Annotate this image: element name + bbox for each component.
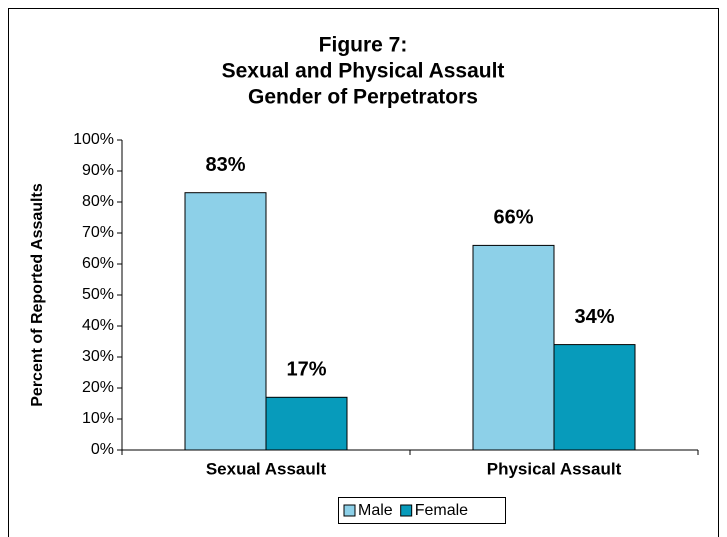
chart-border	[8, 8, 719, 537]
y-tick-label: 100%	[73, 131, 114, 148]
bar	[472, 244, 555, 451]
y-tick-label: 10%	[82, 410, 114, 427]
y-tick-label: 70%	[82, 224, 114, 241]
data-label: 34%	[574, 306, 614, 328]
y-tick-label: 40%	[82, 317, 114, 334]
legend-label: Female	[415, 502, 468, 519]
chart-title: Gender of Perpetrators	[248, 86, 478, 109]
legend-box	[338, 497, 506, 524]
bar	[184, 192, 267, 451]
y-tick-label: 60%	[82, 255, 114, 272]
x-tick-label: Sexual Assault	[206, 459, 327, 478]
y-tick-label: 0%	[91, 441, 114, 458]
x-tick-label: Physical Assault	[487, 459, 622, 478]
bar	[553, 344, 636, 451]
data-label: 83%	[205, 154, 245, 176]
legend-label: Male	[358, 502, 393, 519]
y-tick-label: 90%	[82, 162, 114, 179]
y-tick-label: 80%	[82, 193, 114, 210]
legend-swatch	[400, 504, 413, 517]
y-tick-label: 30%	[82, 348, 114, 365]
y-tick-label: 20%	[82, 379, 114, 396]
data-label: 66%	[493, 207, 533, 229]
bar	[265, 396, 348, 451]
data-label: 17%	[286, 359, 326, 381]
chart-title: Figure 7:	[319, 34, 408, 57]
legend-swatch	[343, 504, 356, 517]
y-tick-label: 50%	[82, 286, 114, 303]
chart-title: Sexual and Physical Assault	[222, 60, 505, 83]
y-axis-label: Percent of Reported Assaults	[29, 183, 46, 407]
